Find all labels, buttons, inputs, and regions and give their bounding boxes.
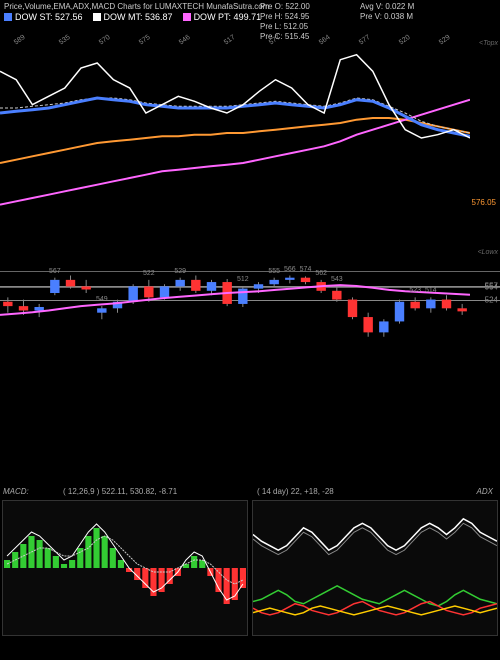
candle-label: 562 — [315, 270, 327, 277]
legend-item: DOW MT: 536.87 — [93, 12, 173, 22]
avg-vol: Avg V: 0.022 M — [360, 2, 450, 12]
candle-label: 529 — [174, 268, 186, 275]
chart-header: Price,Volume,EMA,ADX,MACD Charts for LUM… — [0, 0, 500, 38]
macd-label: MACD: — [3, 487, 29, 496]
ohlc-right-column: Avg V: 0.022 M Pre V: 0.038 M — [360, 2, 450, 22]
candle-label: 549 — [96, 296, 108, 303]
macd-panel[interactable]: MACD: ( 12,26,9 ) 522.11, 530.82, -8.71 — [2, 500, 248, 636]
price-level-label: 524 — [485, 296, 498, 305]
candle-label: 543 — [331, 276, 343, 283]
candle-label: 522 — [143, 270, 155, 277]
candle-label: 514 — [425, 287, 437, 294]
adx-panel[interactable]: ADX ( 14 day) 22, +18, -28 — [252, 500, 498, 636]
indicators-row: MACD: ( 12,26,9 ) 522.11, 530.82, -8.71 … — [0, 498, 500, 638]
candlestick-chart[interactable]: 5575545245675495225295125555665745625435… — [0, 258, 500, 398]
macd-info: ( 12,26,9 ) 522.11, 530.82, -8.71 — [63, 487, 177, 496]
last-price-tag: 576.05 — [470, 198, 498, 207]
pre-open: Pre O: 522.00 — [260, 2, 350, 12]
candle-label: 566 — [284, 266, 296, 273]
main-price-chart[interactable]: <Topx <Lowx 5895355705755465175775645775… — [0, 38, 500, 258]
top-x-label: <Topx — [479, 40, 498, 47]
price-level-label: 554 — [485, 282, 498, 291]
candle-label: 512 — [237, 276, 249, 283]
low-x-label: <Lowx — [478, 249, 498, 256]
candle-label: 555 — [268, 268, 280, 275]
candle-label: 574 — [300, 266, 312, 273]
pre-high: Pre H: 524.95 — [260, 12, 350, 22]
candle-label: 567 — [49, 268, 61, 275]
adx-label: ADX — [477, 487, 493, 496]
adx-info: ( 14 day) 22, +18, -28 — [257, 487, 334, 496]
candle-label: 523 — [409, 287, 421, 294]
legend-item: DOW ST: 527.56 — [4, 12, 83, 22]
spacer — [0, 398, 500, 498]
pre-low: Pre L: 512.05 — [260, 22, 350, 32]
pre-vol: Pre V: 0.038 M — [360, 12, 450, 22]
legend-item: DOW PT: 499.71 — [183, 12, 262, 22]
